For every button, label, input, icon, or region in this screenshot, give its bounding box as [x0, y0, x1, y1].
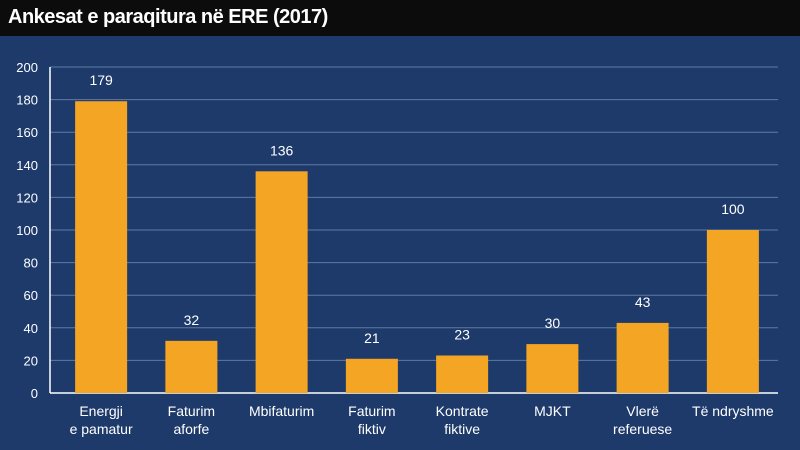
y-tick-label: 40	[24, 321, 38, 336]
title-bar: Ankesat e paraqitura në ERE (2017)	[0, 0, 800, 36]
bar	[75, 101, 128, 393]
data-label: 136	[270, 142, 294, 158]
data-label: 23	[454, 327, 470, 343]
y-tick-label: 120	[16, 190, 38, 205]
x-tick-label: Faturim	[168, 403, 215, 419]
x-tick-label: fiktiv	[358, 421, 386, 437]
bar	[165, 340, 218, 393]
bar-chart: 0 20 40 60 80 100 120 140 160 180 200 179 Energji e p…	[16, 60, 778, 437]
y-tick-label: 180	[16, 93, 38, 108]
y-tick-label: 200	[16, 60, 38, 75]
x-tick-label: Të ndryshme	[692, 403, 774, 419]
x-tick-label: Mbifaturim	[249, 403, 314, 419]
x-tick-label: fiktive	[444, 421, 480, 437]
y-tick-label: 160	[16, 125, 38, 140]
data-label: 32	[184, 312, 200, 328]
bar	[526, 344, 579, 393]
data-label: 30	[545, 315, 561, 331]
y-tick-label: 100	[16, 223, 38, 238]
x-tick-label: referuese	[613, 421, 672, 437]
x-tick-label: e pamatur	[70, 421, 133, 437]
x-tick-label: aforfe	[173, 421, 209, 437]
bar	[345, 358, 398, 393]
y-tick-label: 140	[16, 158, 38, 173]
data-label: 21	[364, 330, 380, 346]
data-label: 179	[89, 72, 113, 88]
x-tick-label: Faturim	[348, 403, 395, 419]
bar	[255, 171, 308, 393]
bar	[706, 230, 759, 393]
chart-title: Ankesat e paraqitura në ERE (2017)	[8, 6, 328, 28]
x-tick-label: Vlerë	[626, 403, 659, 419]
bar	[436, 355, 489, 393]
y-tick-label: 0	[31, 386, 38, 401]
y-tick-label: 80	[24, 256, 38, 271]
y-tick-label: 60	[24, 288, 38, 303]
x-tick-label: Energji	[79, 403, 123, 419]
bar	[616, 322, 669, 393]
y-tick-label: 20	[24, 353, 38, 368]
data-label: 100	[721, 201, 745, 217]
x-tick-label: Kontrate	[436, 403, 489, 419]
data-label: 43	[635, 294, 651, 310]
x-tick-label: MJKT	[534, 403, 571, 419]
